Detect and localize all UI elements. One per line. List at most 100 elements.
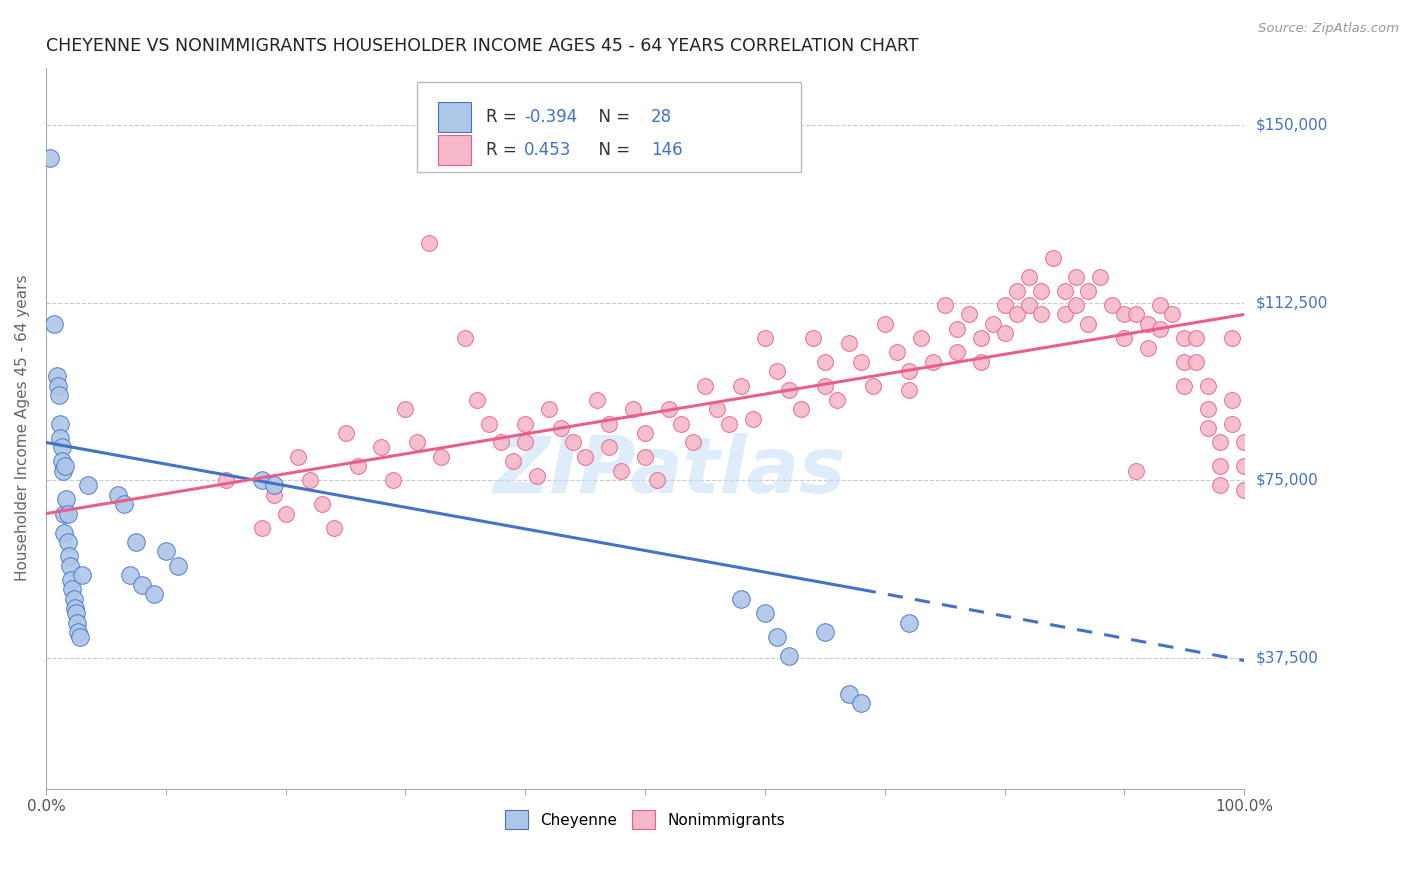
Point	[766, 364, 789, 378]
Point	[742, 411, 765, 425]
Point	[778, 384, 800, 398]
Point	[645, 474, 668, 488]
Point	[814, 625, 837, 640]
Point	[1173, 378, 1195, 392]
Point	[1197, 421, 1219, 435]
Point	[862, 378, 884, 392]
Text: N =: N =	[588, 141, 636, 159]
Point	[112, 497, 135, 511]
Point	[574, 450, 596, 464]
Point	[814, 378, 837, 392]
Point	[1173, 331, 1195, 345]
Point	[897, 384, 920, 398]
Point	[873, 317, 896, 331]
Text: R =: R =	[485, 141, 522, 159]
Point	[778, 648, 800, 663]
Point	[63, 601, 86, 615]
Point	[298, 474, 321, 488]
Point	[382, 474, 405, 488]
Point	[1209, 478, 1232, 492]
Text: $75,000: $75,000	[1256, 473, 1317, 488]
Point	[454, 331, 477, 345]
Point	[56, 535, 79, 549]
Point	[166, 558, 188, 573]
Point	[838, 687, 860, 701]
Y-axis label: Householder Income Ages 45 - 64 years: Householder Income Ages 45 - 64 years	[15, 275, 30, 582]
Point	[621, 402, 644, 417]
Point	[70, 568, 93, 582]
Point	[945, 345, 967, 359]
Point	[1185, 355, 1208, 369]
Point	[45, 369, 67, 384]
Point	[897, 615, 920, 630]
Point	[215, 474, 238, 488]
Point	[52, 525, 75, 540]
Text: $150,000: $150,000	[1256, 118, 1327, 132]
Point	[263, 487, 285, 501]
Point	[969, 355, 991, 369]
Point	[142, 587, 165, 601]
Point	[1197, 402, 1219, 417]
Point	[125, 535, 148, 549]
Point	[478, 417, 501, 431]
Point	[406, 435, 429, 450]
Point	[60, 582, 83, 597]
Point	[994, 326, 1017, 341]
Point	[59, 558, 82, 573]
Point	[838, 335, 860, 350]
Point	[562, 435, 585, 450]
Point	[1125, 464, 1147, 478]
Point	[1114, 308, 1136, 322]
Point	[801, 331, 824, 345]
Point	[467, 392, 489, 407]
Point	[754, 331, 776, 345]
Point	[1149, 298, 1171, 312]
Point	[1090, 269, 1112, 284]
Point	[263, 478, 285, 492]
Text: N =: N =	[588, 108, 636, 126]
Point	[38, 151, 60, 165]
Point	[969, 331, 991, 345]
Point	[65, 606, 87, 620]
Point	[56, 507, 79, 521]
Point	[274, 507, 297, 521]
Point	[49, 417, 72, 431]
Point	[682, 435, 704, 450]
Text: 0.453: 0.453	[524, 141, 571, 159]
Point	[1233, 435, 1256, 450]
Point	[1185, 331, 1208, 345]
Point	[62, 591, 84, 606]
Bar	[437, 102, 471, 132]
Point	[1220, 331, 1243, 345]
Point	[598, 417, 620, 431]
Point	[69, 630, 91, 644]
Text: $112,500: $112,500	[1256, 295, 1327, 310]
Point	[1018, 298, 1040, 312]
Point	[754, 606, 776, 620]
Point	[1077, 284, 1099, 298]
Point	[311, 497, 333, 511]
Point	[1005, 284, 1028, 298]
Point	[55, 492, 77, 507]
Point	[790, 402, 813, 417]
Point	[586, 392, 609, 407]
Point	[46, 378, 69, 392]
Point	[52, 464, 75, 478]
Point	[1125, 308, 1147, 322]
Text: CHEYENNE VS NONIMMIGRANTS HOUSEHOLDER INCOME AGES 45 - 64 YEARS CORRELATION CHAR: CHEYENNE VS NONIMMIGRANTS HOUSEHOLDER IN…	[46, 37, 918, 55]
Point	[250, 474, 273, 488]
Point	[51, 454, 73, 468]
Point	[1161, 308, 1184, 322]
Text: 146: 146	[651, 141, 683, 159]
Point	[1220, 392, 1243, 407]
Point	[1029, 308, 1052, 322]
Point	[693, 378, 716, 392]
Point	[48, 388, 70, 402]
Point	[394, 402, 416, 417]
Point	[1066, 269, 1088, 284]
Point	[155, 544, 177, 558]
Point	[706, 402, 728, 417]
Point	[897, 364, 920, 378]
Point	[67, 625, 90, 640]
Point	[934, 298, 956, 312]
